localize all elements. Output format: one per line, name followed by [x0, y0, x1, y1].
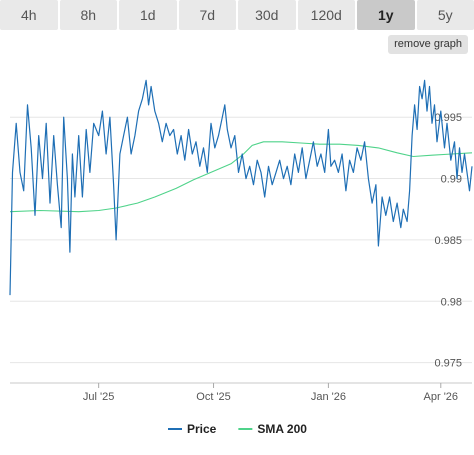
grid-layer	[10, 116, 472, 384]
y-tick-label: 0.995	[434, 112, 462, 124]
x-tick-label: Jul '25	[83, 391, 114, 403]
x-tick-labels: Jul '25 Oct '25 Jan '26 Apr '26	[83, 383, 458, 403]
y-tick-labels: 0.975 0.98 0.985 0.99 0.995	[434, 112, 462, 369]
x-tick-label: Jan '26	[311, 391, 346, 403]
tab-1y[interactable]: 1y	[357, 0, 415, 30]
x-tick-label: Oct '25	[196, 391, 231, 403]
legend: Price SMA 200	[168, 422, 307, 436]
tab-30d[interactable]: 30d	[238, 0, 296, 30]
tab-5y[interactable]: 5y	[416, 0, 474, 30]
price-legend-label[interactable]: Price	[187, 422, 217, 436]
price-chart: 0.975 0.98 0.985 0.99 0.995 Jul '25 Oct '25 Ja…	[9, 79, 473, 436]
tab-4h[interactable]: 4h	[0, 0, 58, 30]
timeframe-tabs: 4h 8h 1d 7d 30d 120d 1y 5y	[0, 0, 474, 30]
sma-200-line	[9, 141, 473, 213]
chart-area: 0.975 0.98 0.985 0.99 0.995 Jul '25 Oct '25 Ja…	[0, 58, 474, 455]
tab-120d[interactable]: 120d	[297, 0, 355, 30]
tab-1d[interactable]: 1d	[119, 0, 177, 30]
y-tick-label: 0.98	[441, 296, 462, 308]
y-tick-label: 0.985	[434, 235, 462, 247]
remove-graph-button[interactable]: remove graph	[388, 35, 468, 54]
y-tick-label: 0.975	[434, 358, 462, 370]
tab-7d[interactable]: 7d	[178, 0, 236, 30]
y-tick-label: 0.99	[441, 174, 462, 186]
price-line	[9, 79, 473, 296]
sma-200-legend-label[interactable]: SMA 200	[257, 422, 307, 436]
tab-8h[interactable]: 8h	[59, 0, 117, 30]
series-layer	[9, 79, 473, 296]
x-tick-label: Apr '26	[424, 391, 459, 403]
